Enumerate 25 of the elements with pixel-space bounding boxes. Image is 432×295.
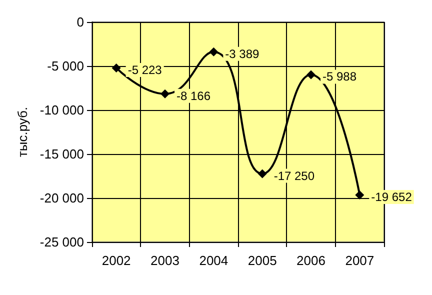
y-tick-label: -15 000 [40,146,84,162]
data-label: -3 389 [225,46,260,61]
x-tick-label: 2007 [345,253,374,268]
x-tick-label: 2006 [296,253,326,268]
point [355,190,364,200]
point [258,169,267,178]
point [306,70,316,80]
y-tick-label: -5 000 [47,58,84,74]
data-label: -5 988 [322,70,357,84]
point [160,89,170,98]
data-label: -17 250 [274,168,315,183]
y-tick-label: -25 000 [40,234,84,250]
data-label: -8 166 [176,88,211,103]
x-tick-label: 2004 [199,253,228,268]
data-label: -19 652 [371,190,412,204]
x-tick-label: 2002 [102,253,131,268]
x-tick-label: 2003 [150,253,180,268]
y-axis-title: тыс.руб. [15,106,30,158]
data-label: -5 223 [128,62,162,77]
point [112,63,121,72]
x-tick-label: 2005 [248,253,277,268]
point [209,47,218,56]
y-tick-label: 0 [76,14,84,30]
y-tick-label: -20 000 [40,190,84,206]
y-tick-label: -10 000 [40,102,84,118]
